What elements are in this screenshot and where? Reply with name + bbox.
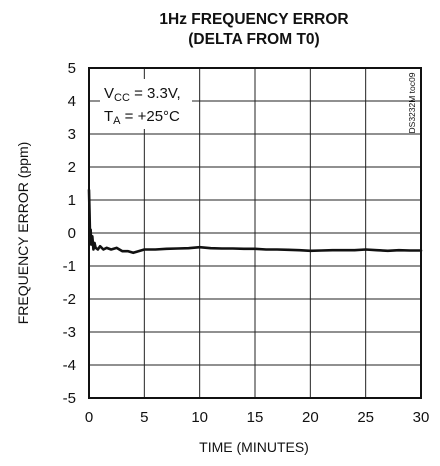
y-tick-label: -1 — [63, 258, 76, 275]
annotation-box: VCC = 3.3V, TA = +25°C — [100, 79, 192, 129]
y-tick-label: -5 — [63, 390, 76, 407]
x-axis-ticks: 0 5 10 15 20 25 30 — [85, 409, 430, 426]
y-tick-label: -4 — [63, 357, 76, 374]
x-tick-label: 0 — [85, 409, 93, 426]
x-tick-label: 25 — [357, 409, 374, 426]
series-line — [87, 188, 423, 255]
x-tick-label: 5 — [140, 409, 148, 426]
chart-title: 1Hz FREQUENCY ERROR (DELTA FROM T0) — [159, 11, 348, 48]
x-tick-label: 10 — [191, 409, 208, 426]
y-tick-label: -2 — [63, 291, 76, 308]
x-tick-label: 30 — [413, 409, 430, 426]
y-axis-label: FREQUENCY ERROR (ppm) — [15, 142, 31, 325]
y-axis-ticks: 5 4 3 2 1 0 -1 -2 -3 -4 -5 — [63, 60, 76, 407]
side-reference-label: DS3232M toc09 — [407, 72, 417, 133]
x-tick-label: 20 — [302, 409, 319, 426]
y-tick-label: 5 — [68, 60, 76, 77]
y-tick-label: 4 — [68, 93, 76, 110]
y-tick-label: 2 — [68, 159, 76, 176]
y-tick-label: 0 — [68, 225, 76, 242]
chart-title-line-2: (DELTA FROM T0) — [188, 31, 319, 48]
annotation-vcc: VCC = 3.3V, — [104, 85, 181, 104]
annotation-ta: TA = +25°C — [104, 108, 180, 127]
x-tick-label: 15 — [247, 409, 264, 426]
x-axis-label: TIME (MINUTES) — [199, 439, 309, 455]
y-tick-label: -3 — [63, 324, 76, 341]
y-tick-label: 1 — [68, 192, 76, 209]
chart-title-line-1: 1Hz FREQUENCY ERROR — [159, 11, 348, 28]
y-tick-label: 3 — [68, 126, 76, 143]
